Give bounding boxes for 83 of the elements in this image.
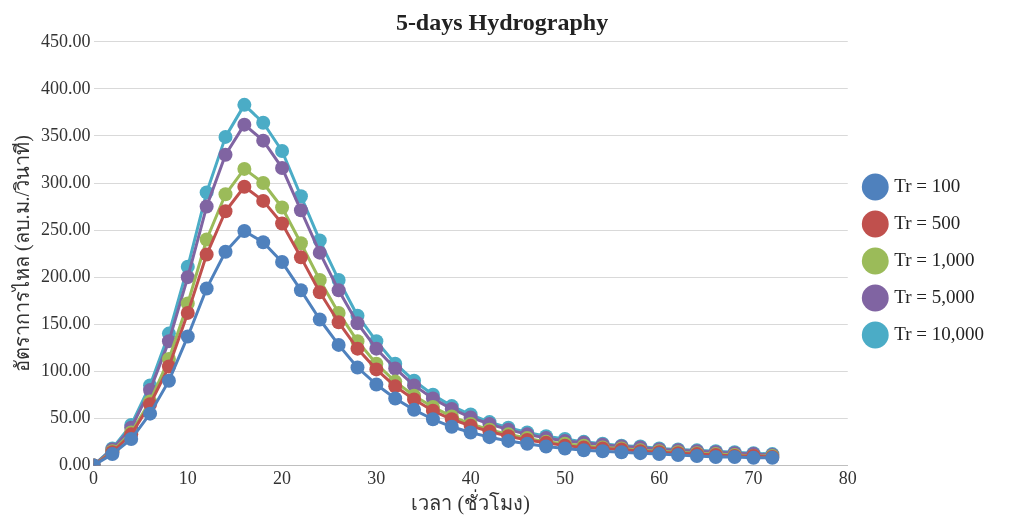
point: [256, 193, 271, 208]
point: [350, 341, 365, 356]
point: [331, 337, 346, 352]
point: [312, 245, 327, 260]
x-tick-label: 20: [273, 467, 292, 488]
point: [275, 216, 290, 231]
point: [256, 176, 271, 190]
point: [350, 360, 365, 375]
x-tick-label: 50: [555, 467, 574, 488]
point: [237, 117, 252, 132]
point: [237, 97, 252, 112]
y-tick-label: 150.00: [41, 312, 91, 333]
y-tick-label: 0.00: [59, 454, 91, 475]
point: [425, 412, 440, 427]
legend-label: Tr = 1,000: [894, 248, 975, 270]
point: [161, 373, 176, 388]
y-tick-label: 300.00: [41, 171, 91, 192]
point: [388, 361, 403, 376]
point: [388, 379, 403, 394]
point: [124, 432, 139, 447]
point: [444, 419, 459, 434]
point: [256, 133, 271, 148]
point: [369, 341, 384, 356]
point: [350, 316, 365, 331]
point: [369, 362, 384, 377]
y-tick-label: 350.00: [41, 124, 91, 145]
point: [293, 236, 308, 251]
point: [237, 161, 252, 176]
point: [218, 187, 233, 202]
point: [539, 439, 554, 454]
point: [482, 430, 497, 445]
point: [180, 305, 195, 320]
point: [520, 436, 535, 451]
point: [143, 406, 158, 421]
point: [369, 377, 384, 392]
point: [237, 224, 252, 239]
point: [218, 129, 233, 144]
x-tick-label: 60: [650, 467, 669, 488]
chart-title: 5-days Hydrography: [395, 8, 609, 35]
point: [275, 160, 290, 175]
x-tick-label: 30: [367, 467, 386, 488]
x-tick-label: 40: [461, 467, 480, 488]
point: [275, 144, 290, 158]
point: [199, 247, 214, 262]
point: [312, 285, 327, 300]
point: [199, 281, 214, 296]
point: [501, 433, 516, 448]
y-tick-label: 50.00: [50, 407, 91, 428]
point: [237, 179, 252, 194]
y-tick-label: 450.00: [41, 30, 91, 51]
x-tick-label: 0: [89, 467, 98, 488]
x-axis-title: เวลา (ชั่วโมง): [411, 489, 530, 516]
point: [312, 312, 327, 327]
legend-label: Tr = 5,000: [894, 285, 975, 307]
point: [256, 235, 271, 250]
point: [256, 115, 271, 130]
x-tick-label: 10: [178, 467, 197, 488]
legend-label: Tr = 500: [894, 211, 961, 233]
point: [199, 199, 214, 214]
point: [180, 270, 195, 285]
point: [218, 147, 233, 162]
point: [180, 329, 195, 344]
y-tick-label: 100.00: [41, 360, 91, 380]
point: [275, 255, 290, 270]
point: [275, 200, 290, 215]
point: [293, 250, 308, 265]
x-tick-label: 70: [744, 467, 763, 488]
y-tick-label: 250.00: [41, 218, 91, 239]
point: [331, 315, 346, 330]
point: [218, 244, 233, 259]
x-tick-label: 80: [838, 467, 857, 488]
legend-label: Tr = 100: [894, 174, 961, 196]
point: [218, 204, 233, 219]
point: [293, 203, 308, 218]
y-tick-label: 200.00: [41, 265, 91, 286]
point: [463, 425, 478, 440]
y-axis-title: อัตราการไหล (ลบ.ม./วินาที): [11, 135, 35, 373]
point: [331, 283, 346, 298]
point: [407, 402, 422, 417]
legend-label: Tr = 10,000: [894, 322, 984, 344]
y-tick-label: 400.00: [41, 77, 91, 98]
point: [388, 391, 403, 406]
point: [293, 283, 308, 298]
